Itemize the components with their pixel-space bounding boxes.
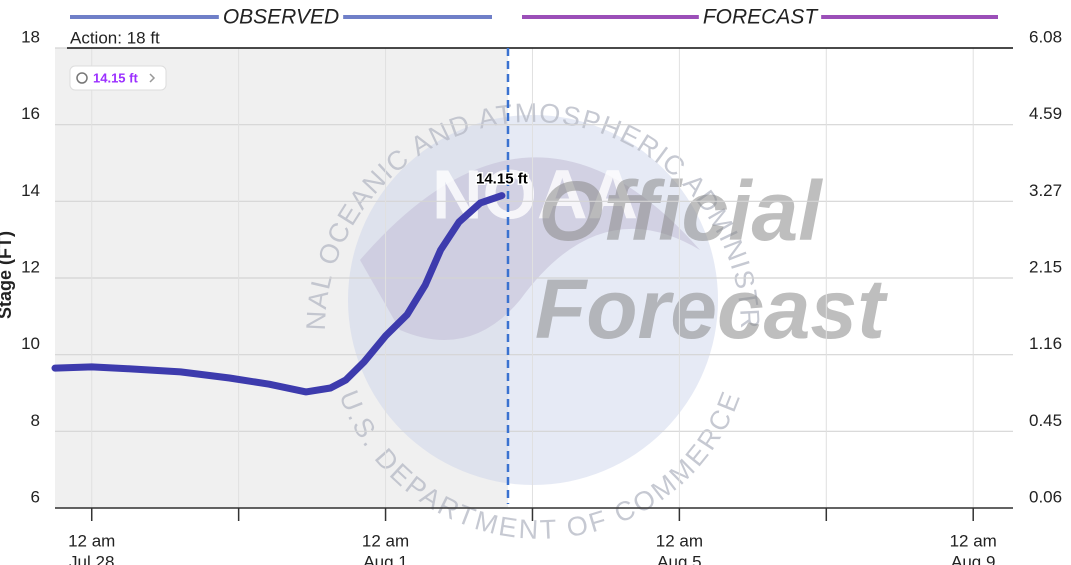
x-tick-label: 12 am	[950, 531, 997, 550]
x-tick-label: Aug 5	[657, 552, 701, 565]
series-line	[51, 192, 506, 396]
y-tick-label: 16	[21, 104, 40, 123]
data-label: 14.15 ft	[476, 171, 528, 188]
watermark-text: Official	[538, 164, 823, 258]
seal-top-shape	[360, 157, 700, 340]
y2-tick-label: 6.08	[1029, 27, 1062, 46]
y-tick-label: 8	[31, 411, 40, 430]
watermark-text: Forecast	[535, 262, 888, 356]
section-header: OBSERVED	[223, 6, 339, 29]
latest-badge[interactable]	[69, 65, 167, 91]
y-tick-label: 18	[21, 27, 40, 46]
x-tick-label: Aug 1	[363, 552, 407, 565]
action-label: Action: 18 ft	[70, 28, 160, 47]
x-tick-label: Aug 9	[951, 552, 995, 565]
y2-tick-label: 0.06	[1029, 487, 1062, 506]
badge-icon	[76, 72, 88, 84]
y-tick-label: 14	[21, 181, 40, 200]
badge-value: 14.15 ft	[93, 70, 138, 85]
y-tick-label: 6	[31, 487, 40, 506]
y-axis-label: Stage (FT)	[0, 231, 15, 319]
x-tick-label: 12 am	[656, 531, 703, 550]
y2-tick-label: 4.59	[1029, 104, 1062, 123]
x-tick-label: Jul 28	[69, 552, 114, 565]
y2-tick-label: 1.16	[1029, 334, 1062, 353]
seal-center: NOAA	[432, 155, 638, 233]
x-tick-label: 12 am	[362, 531, 409, 550]
y2-tick-label: 3.27	[1029, 181, 1062, 200]
badge-chevron	[149, 73, 156, 83]
x-tick-label: 12 am	[68, 531, 115, 550]
y-tick-label: 10	[21, 334, 40, 353]
y2-tick-label: 0.45	[1029, 411, 1062, 430]
y2-tick-label: 2.15	[1029, 257, 1062, 276]
y-tick-label: 12	[21, 257, 40, 276]
section-header: FORECAST	[703, 6, 820, 29]
